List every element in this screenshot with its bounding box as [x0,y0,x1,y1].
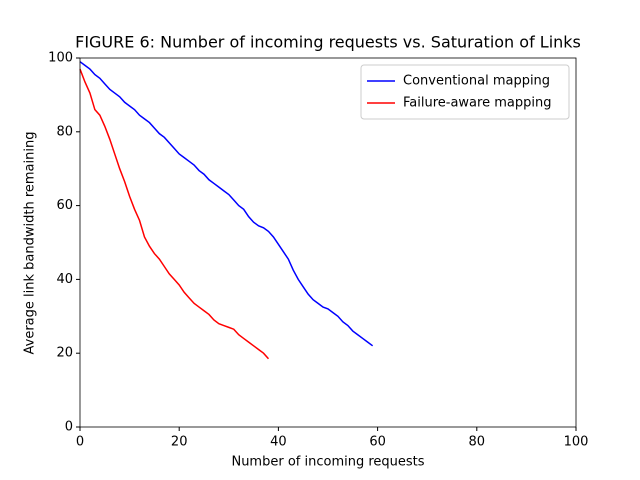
legend-box [360,64,570,120]
legend: Conventional mapping Failure-aware mappin… [360,64,570,120]
legend-label: Conventional mapping [403,74,550,89]
legend-label: Failure-aware mapping [403,96,551,111]
chart-title: FIGURE 6: Number of incoming requests vs… [75,33,581,52]
plot-frame [79,57,577,428]
y-tick-label: 80 [56,124,73,139]
y-tick-label: 100 [48,51,73,66]
data-line [79,68,270,360]
x-tick-label: 20 [171,435,188,450]
x-tick-label: 0 [76,435,84,450]
y-tick-label: 40 [56,272,73,287]
x-axis-label: Number of incoming requests [231,455,424,470]
y-tick-label: 20 [56,346,73,361]
x-tick-label: 100 [564,435,589,450]
y-tick-label: 0 [65,420,73,435]
x-tick-label: 40 [270,435,287,450]
y-tick-label: 60 [56,198,73,213]
x-tick-label: 80 [469,435,486,450]
data-line [79,61,374,347]
y-axis-label: Average link bandwidth remaining [23,132,38,355]
x-tick-label: 60 [369,435,386,450]
